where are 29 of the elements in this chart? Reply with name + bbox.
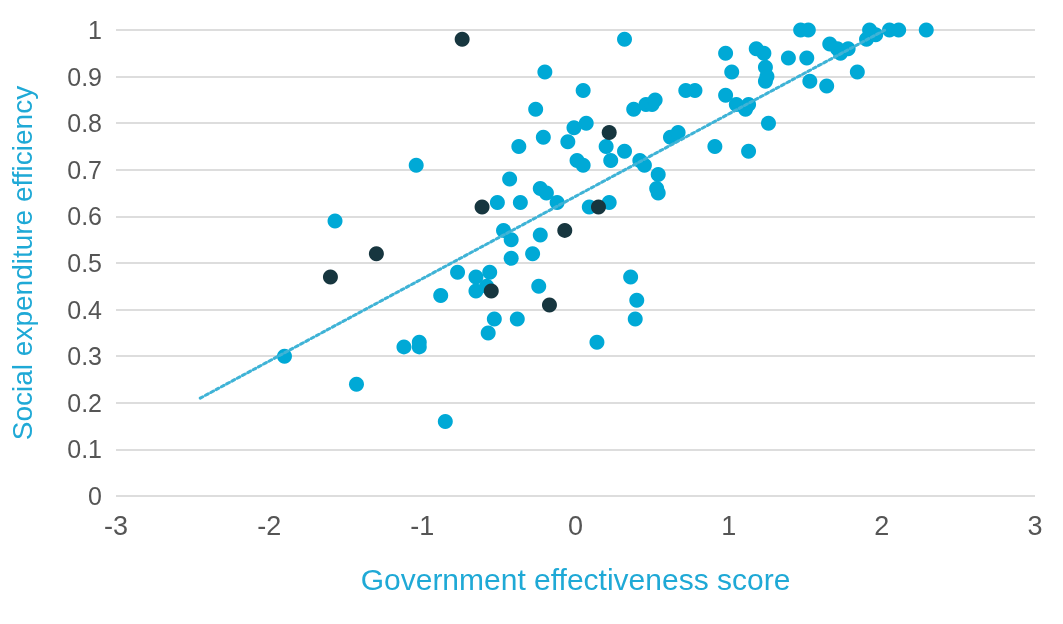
y-tick-label: 0.3 [67,342,102,371]
x-tick-label: 1 [721,510,737,541]
x-tick-label: 2 [874,510,890,541]
y-tick-label: 0.7 [67,155,102,184]
point [322,269,338,285]
y-tick-label: 0.8 [67,109,102,138]
y-tick-label: 0.2 [67,388,102,417]
point [454,31,470,47]
y-axis-title: Social expenditure efficiency [6,85,38,441]
point [483,283,499,299]
y-tick-label: 0.5 [67,249,102,277]
y-tick-label: 1 [88,16,102,44]
y-tick-label: 0 [88,482,102,510]
x-tick-label: 0 [567,510,584,541]
point [601,125,617,141]
point [557,222,573,238]
x-axis-title: Government effectiveness score [360,562,791,596]
y-tick-label: 0.6 [67,202,102,231]
x-tick-label: -2 [257,510,282,541]
y-tick-label: 0.1 [67,435,102,464]
x-tick-label: -1 [410,510,435,541]
point [474,199,490,215]
point [590,199,606,215]
x-tick-label: 3 [1027,510,1043,541]
y-tick-label: 0.9 [67,62,102,91]
point [541,297,557,313]
y-tick-label: 0.4 [67,295,103,324]
point [368,246,384,262]
x-tick-label: -3 [103,510,129,541]
